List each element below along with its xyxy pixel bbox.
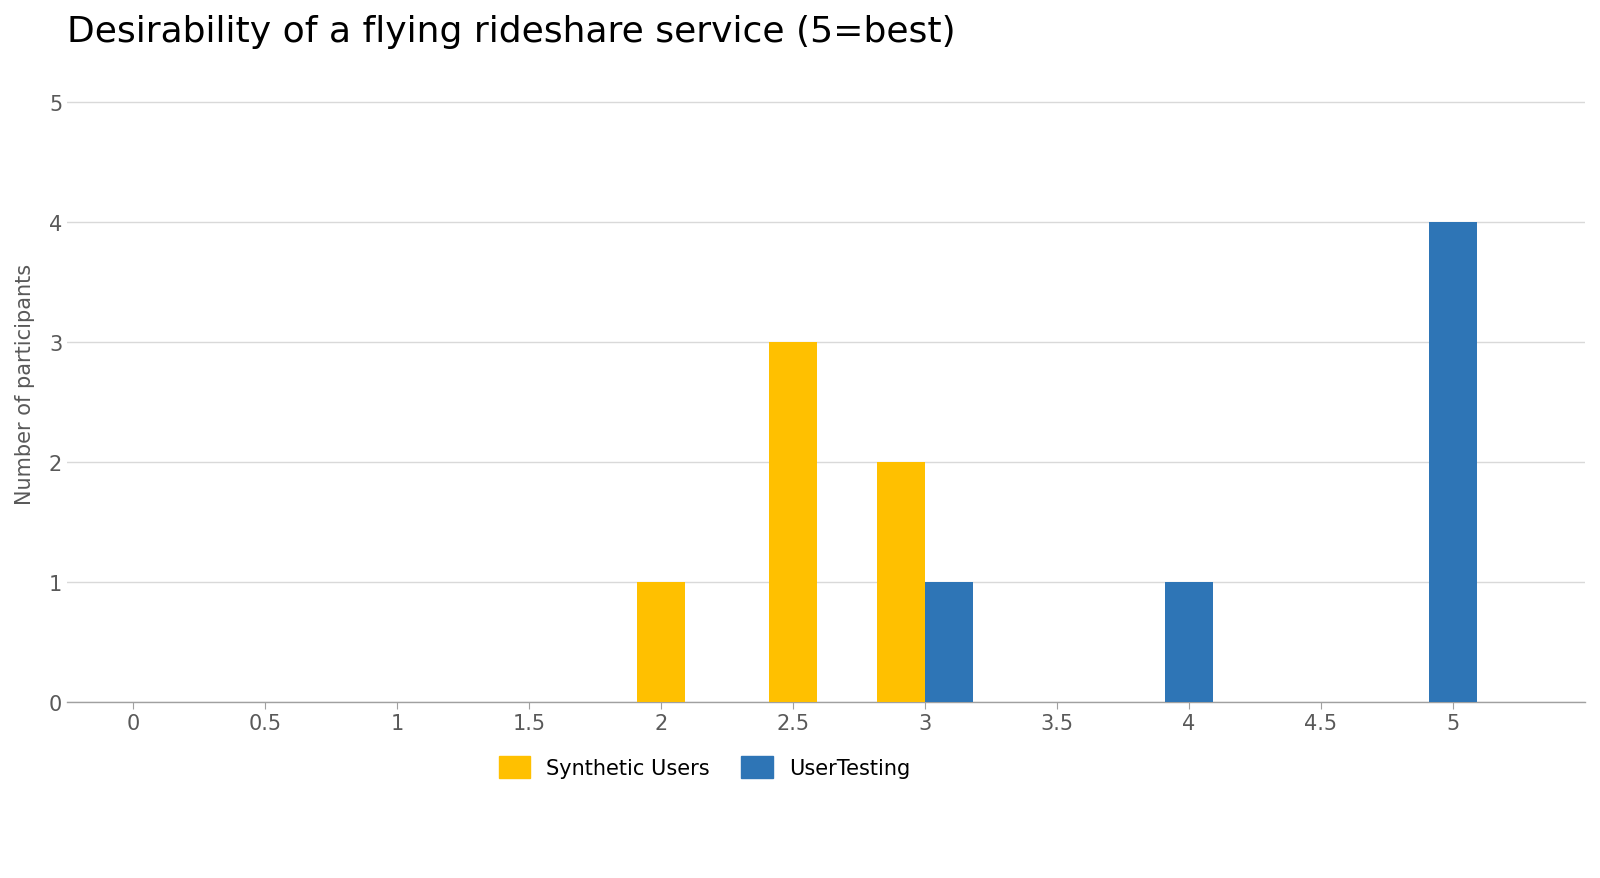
Bar (637, 582, 685, 702)
Y-axis label: Number of participants: Number of participants (14, 264, 35, 505)
Text: Desirability of a flying rideshare service (5=best): Desirability of a flying rideshare servi… (67, 15, 955, 49)
Bar (877, 462, 925, 702)
Bar (925, 582, 973, 702)
Bar (770, 342, 816, 702)
Legend: Synthetic Users, UserTesting: Synthetic Users, UserTesting (490, 748, 918, 787)
Bar (1165, 582, 1213, 702)
Bar (1429, 223, 1477, 702)
